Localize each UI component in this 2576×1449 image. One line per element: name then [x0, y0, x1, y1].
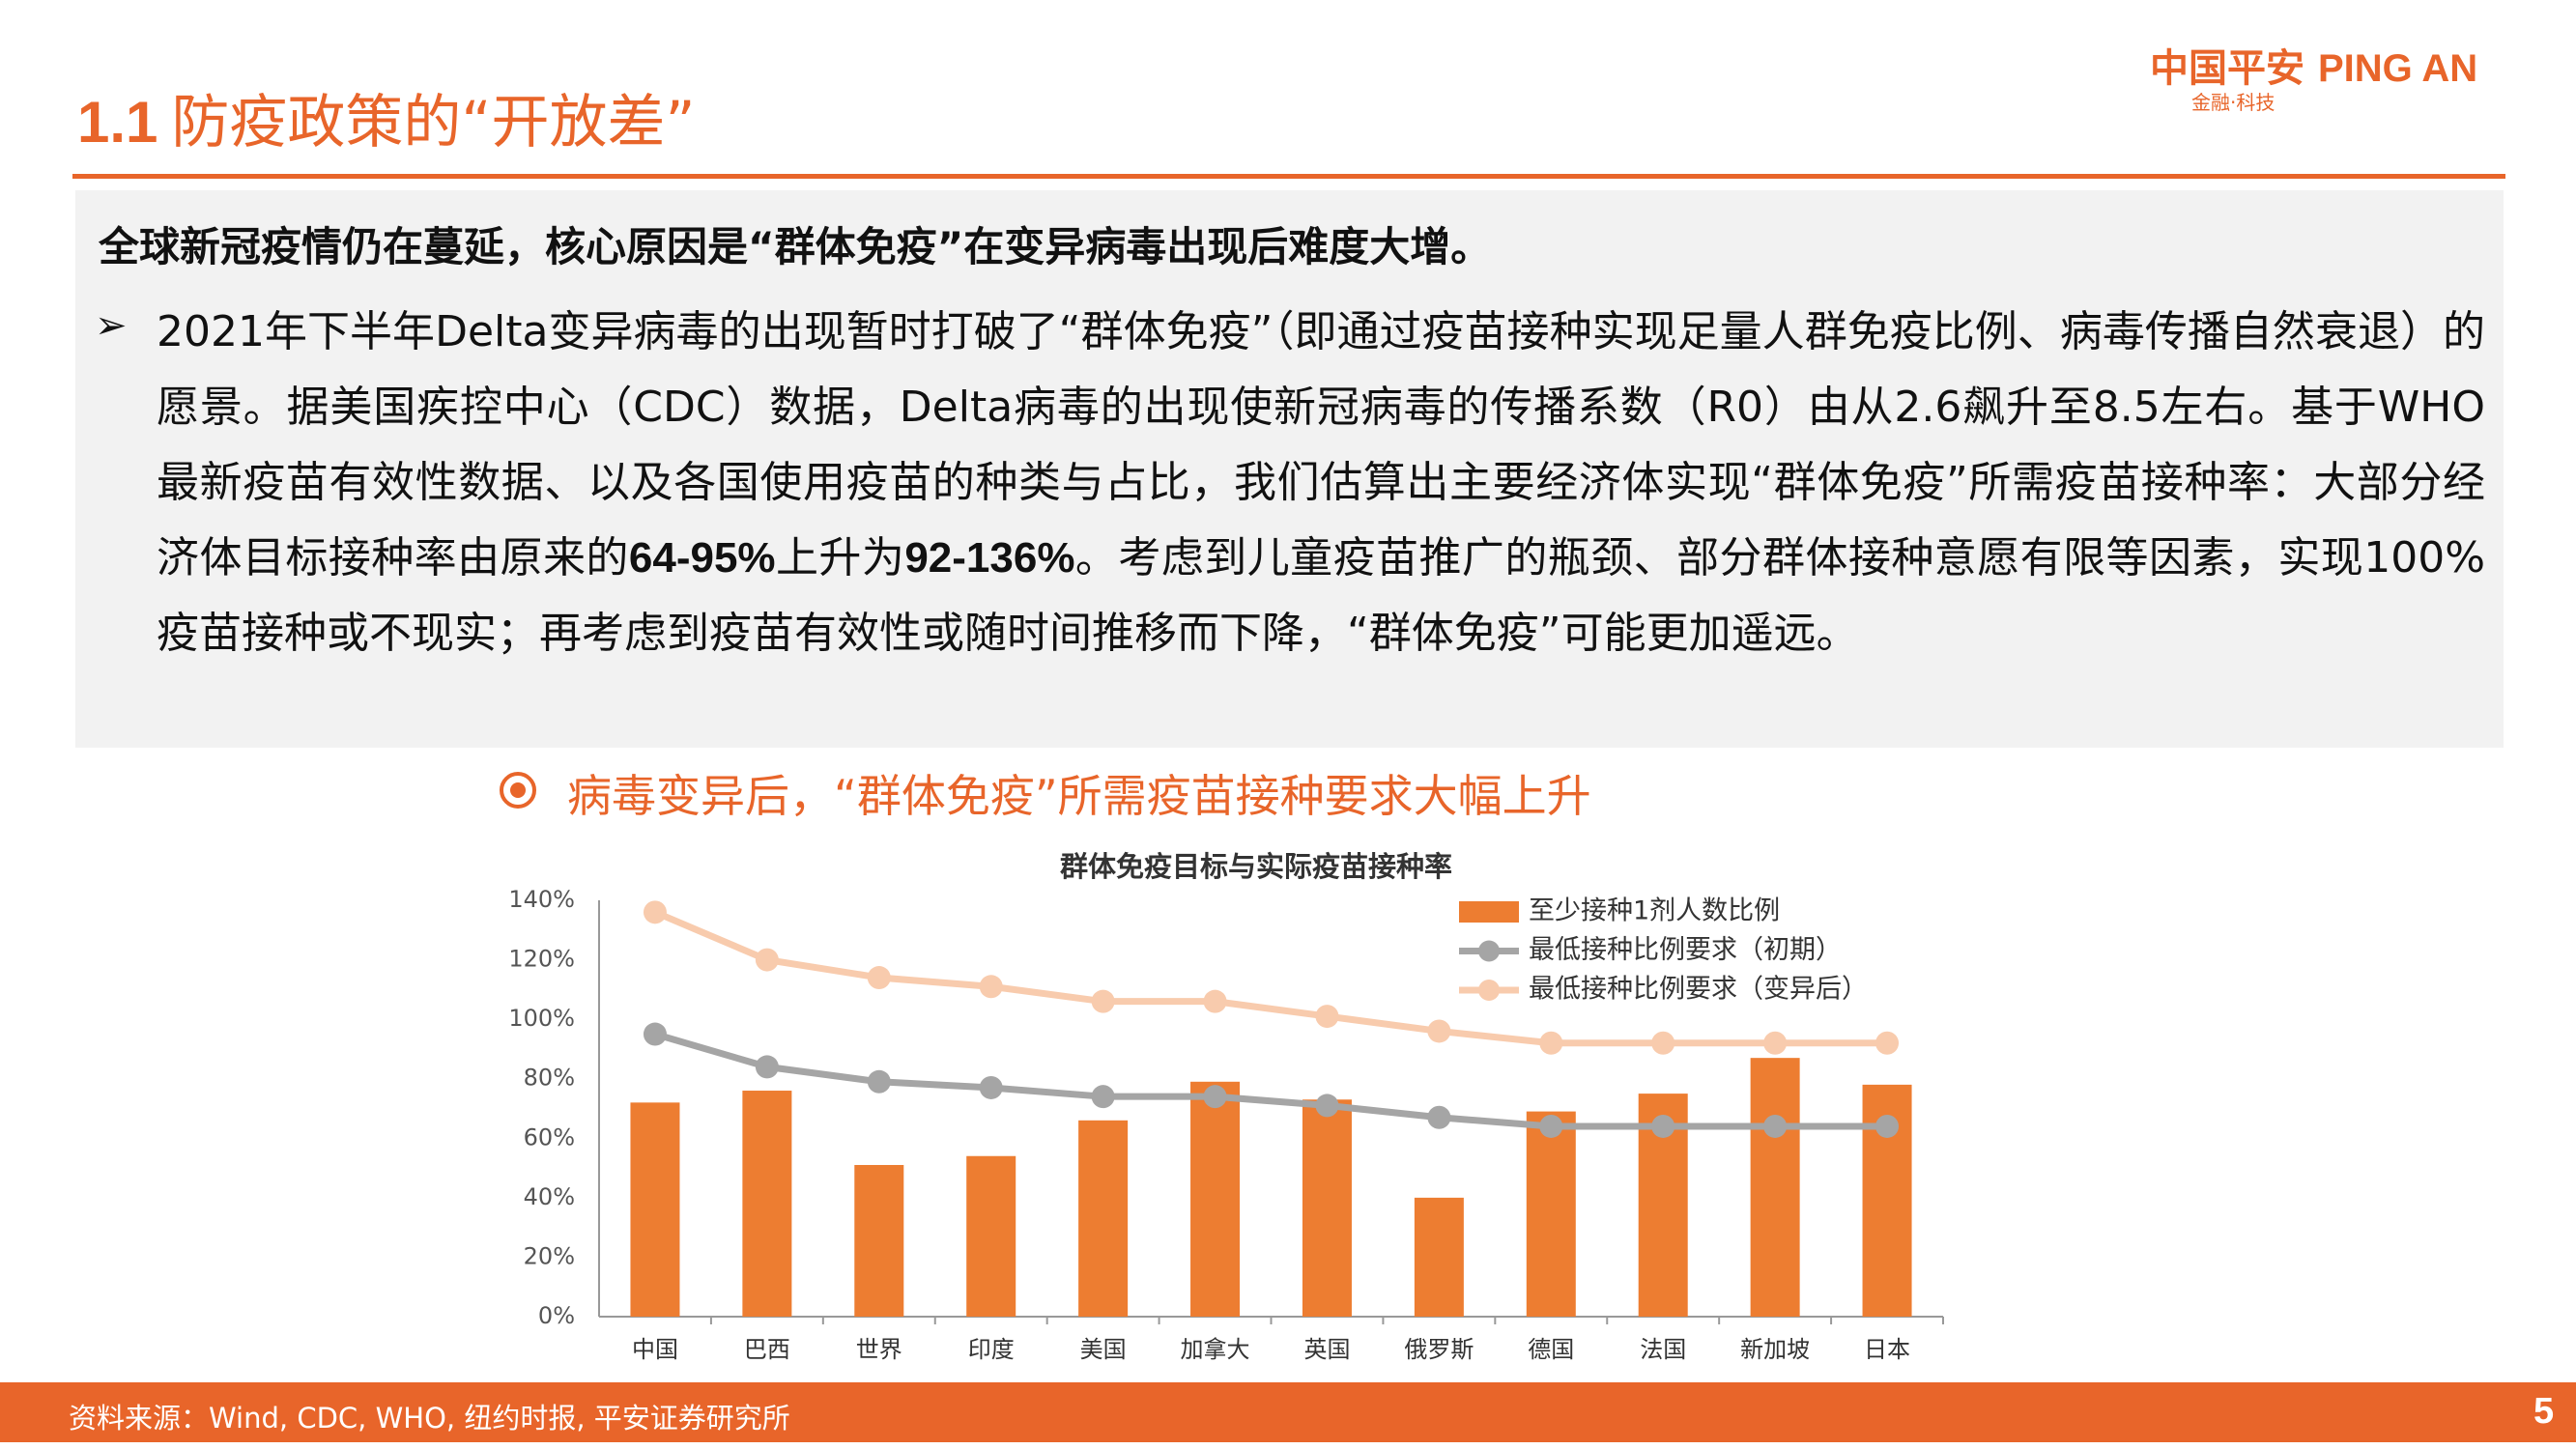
bar — [1078, 1120, 1129, 1317]
legend-swatch — [1478, 980, 1500, 1001]
marker — [1539, 1031, 1563, 1055]
page-number: 5 — [2533, 1391, 2555, 1432]
marker — [755, 1055, 779, 1079]
title-text: 防疫政策的“开放差” — [171, 89, 696, 156]
legend-swatch — [1459, 901, 1519, 923]
bullet-marker: ➢ — [95, 303, 128, 348]
x-tick-label: 法国 — [1640, 1336, 1686, 1363]
bar — [854, 1164, 904, 1317]
marker — [1763, 1114, 1788, 1138]
x-tick-label: 美国 — [1080, 1336, 1127, 1363]
legend-swatch — [1478, 940, 1500, 962]
bold-text: 64-95% — [628, 534, 776, 582]
marker — [1203, 989, 1227, 1013]
marker — [1651, 1031, 1675, 1055]
marker — [979, 1075, 1003, 1099]
y-tick-label: 120% — [508, 946, 575, 973]
y-tick-label: 80% — [524, 1065, 575, 1092]
page-title: 1.1 防疫政策的“开放差” — [77, 75, 696, 159]
logo-cn: 中国平安 — [2150, 46, 2304, 91]
chart: 群体免疫目标与实际疫苗接种率 0% 20% 40% 60% 80% 100% 120% 140… — [508, 850, 1944, 1363]
marker — [867, 966, 891, 990]
marker — [1315, 1005, 1339, 1029]
x-tick-label: 日本 — [1864, 1336, 1910, 1363]
marker — [1763, 1031, 1788, 1055]
x-tick-label: 英国 — [1303, 1336, 1350, 1363]
marker — [867, 1069, 891, 1094]
line — [653, 909, 1888, 1047]
text: 。考虑到儿童疫苗推广的瓶颈、部分群体接种意愿有限等因素，实现100%疫苗接种或不… — [157, 533, 2485, 658]
x-tick-label: 俄罗斯 — [1404, 1336, 1474, 1363]
y-tick-label: 140% — [508, 886, 575, 913]
chart-heading: 病毒变异后，“群体免疫”所需疫苗接种要求大幅上升 — [567, 770, 1591, 822]
heading-icon — [500, 772, 536, 809]
x-tick-label: 德国 — [1528, 1336, 1574, 1363]
marker — [755, 948, 779, 972]
y-tick-label: 60% — [524, 1123, 575, 1151]
bar — [1302, 1099, 1352, 1317]
summary-heading: 全球新冠疫情仍在蔓延，核心原因是“群体免疫”在变异病毒出现后难度大增。 — [99, 223, 1492, 270]
marker — [1091, 989, 1115, 1013]
marker — [1315, 1094, 1339, 1118]
text: 2021年下半年Delta变异病毒的出现暂时打破了“群体免疫”（即通过疫苗接种实… — [157, 307, 2485, 582]
chart-title: 群体免疫目标与实际疫苗接种率 — [1060, 850, 1452, 883]
x-tick-label: 新加坡 — [1740, 1336, 1810, 1363]
bar — [630, 1102, 680, 1317]
bold-text: 92-136% — [904, 534, 1075, 582]
bar — [742, 1091, 792, 1317]
logo-en: PING AN — [2317, 47, 2478, 90]
marker — [1651, 1114, 1675, 1138]
bar — [1526, 1111, 1576, 1317]
summary-box — [75, 190, 2504, 748]
logo: 中国平安 PING AN — [2150, 37, 2477, 93]
x-tick-label: 世界 — [856, 1336, 902, 1363]
text: 上升为 — [775, 533, 905, 582]
marker — [1427, 1019, 1451, 1043]
title-number: 1.1 — [77, 90, 158, 155]
summary-bullet: 2021年下半年Delta变异病毒的出现暂时打破了“群体免疫”（即通过疫苗接种实… — [157, 295, 2485, 671]
marker — [979, 975, 1003, 999]
bar — [1414, 1197, 1464, 1317]
marker — [1875, 1031, 1900, 1055]
marker — [1539, 1114, 1563, 1138]
marker — [643, 1022, 667, 1046]
x-tick-label: 加拿大 — [1181, 1336, 1250, 1363]
source-note: 资料来源：Wind, CDC, WHO, 纽约时报, 平安证券研究所 — [69, 1402, 790, 1435]
logo-sub: 金融·科技 — [2191, 91, 2275, 114]
footer-bar — [0, 1382, 2576, 1442]
x-tick-label: 中国 — [632, 1336, 678, 1363]
marker — [1427, 1105, 1451, 1129]
legend-label: 最低接种比例要求（变异后） — [1529, 975, 1868, 1005]
bar — [1190, 1081, 1241, 1317]
bar — [966, 1155, 1016, 1317]
marker — [1203, 1085, 1227, 1109]
legend-label: 至少接种1剂人数比例 — [1529, 896, 1780, 926]
marker — [643, 900, 667, 924]
y-tick-label: 100% — [508, 1005, 575, 1032]
line — [653, 1031, 1888, 1130]
x-tick-label: 印度 — [968, 1336, 1015, 1363]
legend-label: 最低接种比例要求（初期） — [1529, 935, 1842, 965]
y-tick-label: 0% — [538, 1302, 575, 1329]
bar — [1750, 1058, 1800, 1317]
y-tick-label: 20% — [524, 1242, 575, 1269]
header-rule — [72, 174, 2505, 179]
x-tick-label: 巴西 — [744, 1336, 790, 1363]
marker — [1091, 1085, 1115, 1109]
y-tick-label: 40% — [524, 1183, 575, 1210]
marker — [1875, 1114, 1900, 1138]
